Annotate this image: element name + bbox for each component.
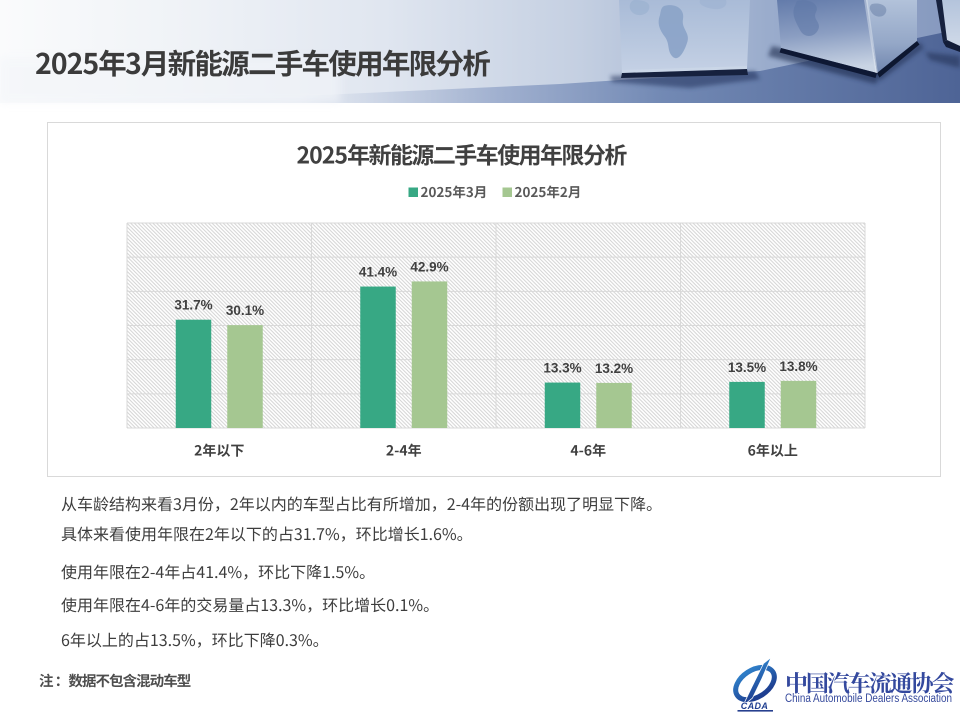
svg-text:13.5%: 13.5% (728, 360, 766, 375)
svg-text:31.7%: 31.7% (174, 298, 212, 313)
svg-text:42.9%: 42.9% (410, 259, 448, 274)
svg-text:13.3%: 13.3% (543, 361, 581, 376)
svg-text:China Automobile Dealers Assoc: China Automobile Dealers Association (785, 693, 952, 705)
svg-text:30.1%: 30.1% (226, 303, 264, 318)
svg-text:13.2%: 13.2% (595, 361, 633, 376)
svg-text:CADA: CADA (741, 701, 769, 711)
svg-text:13.8%: 13.8% (779, 359, 817, 374)
svg-text:41.4%: 41.4% (359, 265, 397, 280)
